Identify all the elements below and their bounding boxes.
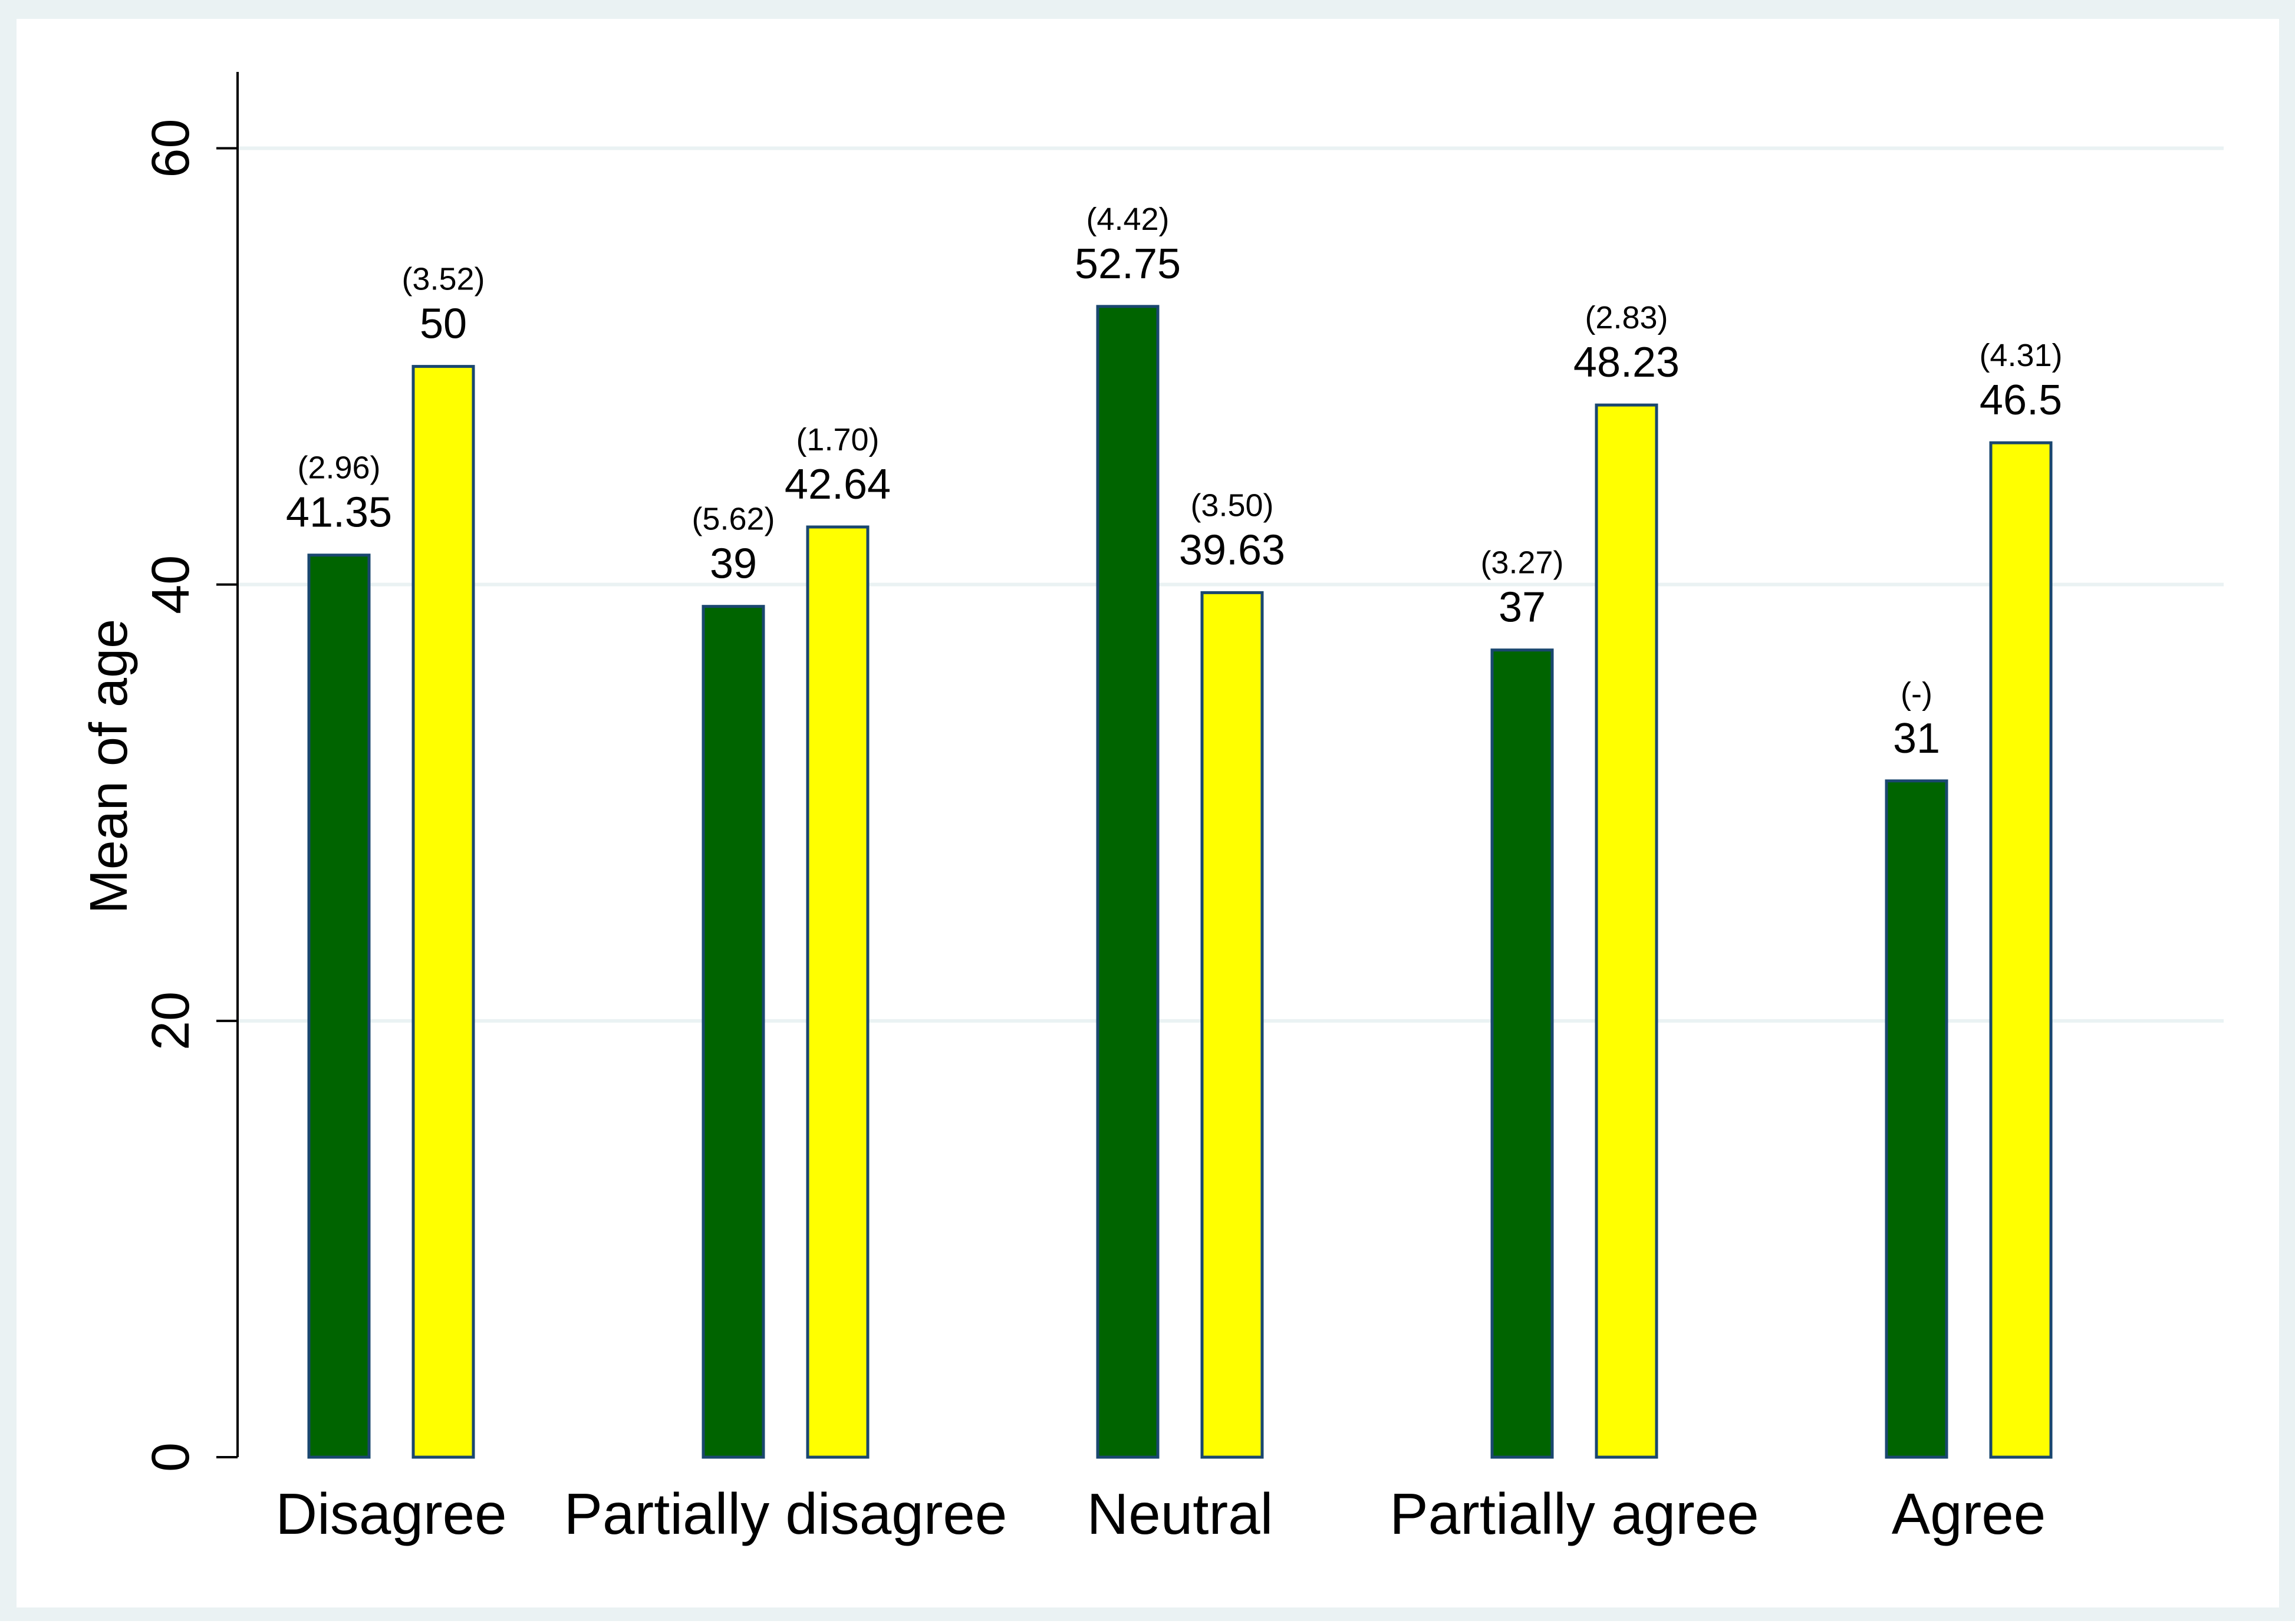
axes: 0 20 40 60 [141, 72, 239, 1472]
bar [1200, 591, 1264, 1459]
value-label: 41.35 [286, 489, 392, 536]
bar [1490, 648, 1554, 1459]
value-label: 42.64 [785, 461, 891, 508]
x-tick-label: Disagree [275, 1481, 506, 1546]
bar [1885, 779, 1948, 1459]
data-labels: 41.35(2.96) 50 (3.52) Disagree 39 (5.62) 42.64… [275, 202, 2062, 1546]
bar [702, 605, 765, 1459]
x-tick-label: Agree [1892, 1481, 2046, 1546]
bar [1096, 305, 1160, 1459]
bar [307, 554, 371, 1459]
value-label: 39.63 [1179, 526, 1285, 574]
value-label: 50 [420, 301, 467, 348]
sd-label: (4.31) [1979, 338, 2062, 373]
bars [307, 305, 2053, 1459]
sd-label: (3.50) [1190, 487, 1273, 523]
value-label: 31 [1893, 715, 1940, 762]
y-tick-label: 20 [141, 991, 200, 1050]
x-tick-label: Partially disagree [564, 1481, 1007, 1546]
value-label: 48.23 [1573, 339, 1680, 386]
bar [806, 525, 870, 1459]
y-tick-label: 40 [141, 555, 200, 614]
sd-label: (4.42) [1086, 202, 1169, 237]
sd-label: (3.52) [401, 262, 485, 297]
y-axis-label: Mean of age [80, 619, 139, 914]
value-label: 37 [1499, 584, 1546, 631]
x-tick-label: Partially agree [1389, 1481, 1759, 1546]
value-label: 52.75 [1075, 241, 1181, 288]
sd-label: (3.27) [1480, 545, 1563, 581]
y-tick-label: 0 [141, 1442, 200, 1472]
x-tick-label: Neutral [1087, 1481, 1273, 1546]
bar [411, 365, 475, 1459]
bar [1595, 403, 1658, 1459]
sd-label: (1.70) [796, 422, 879, 457]
bar [1989, 441, 2053, 1459]
value-label: 39 [710, 541, 757, 588]
value-label: 46.5 [1980, 377, 2062, 424]
sd-label: (-) [1901, 676, 1932, 711]
sd-label: (5.62) [692, 502, 775, 537]
y-tick-label: 60 [141, 118, 200, 177]
sd-label: (2.96) [297, 450, 380, 486]
sd-label: (2.83) [1585, 300, 1668, 335]
